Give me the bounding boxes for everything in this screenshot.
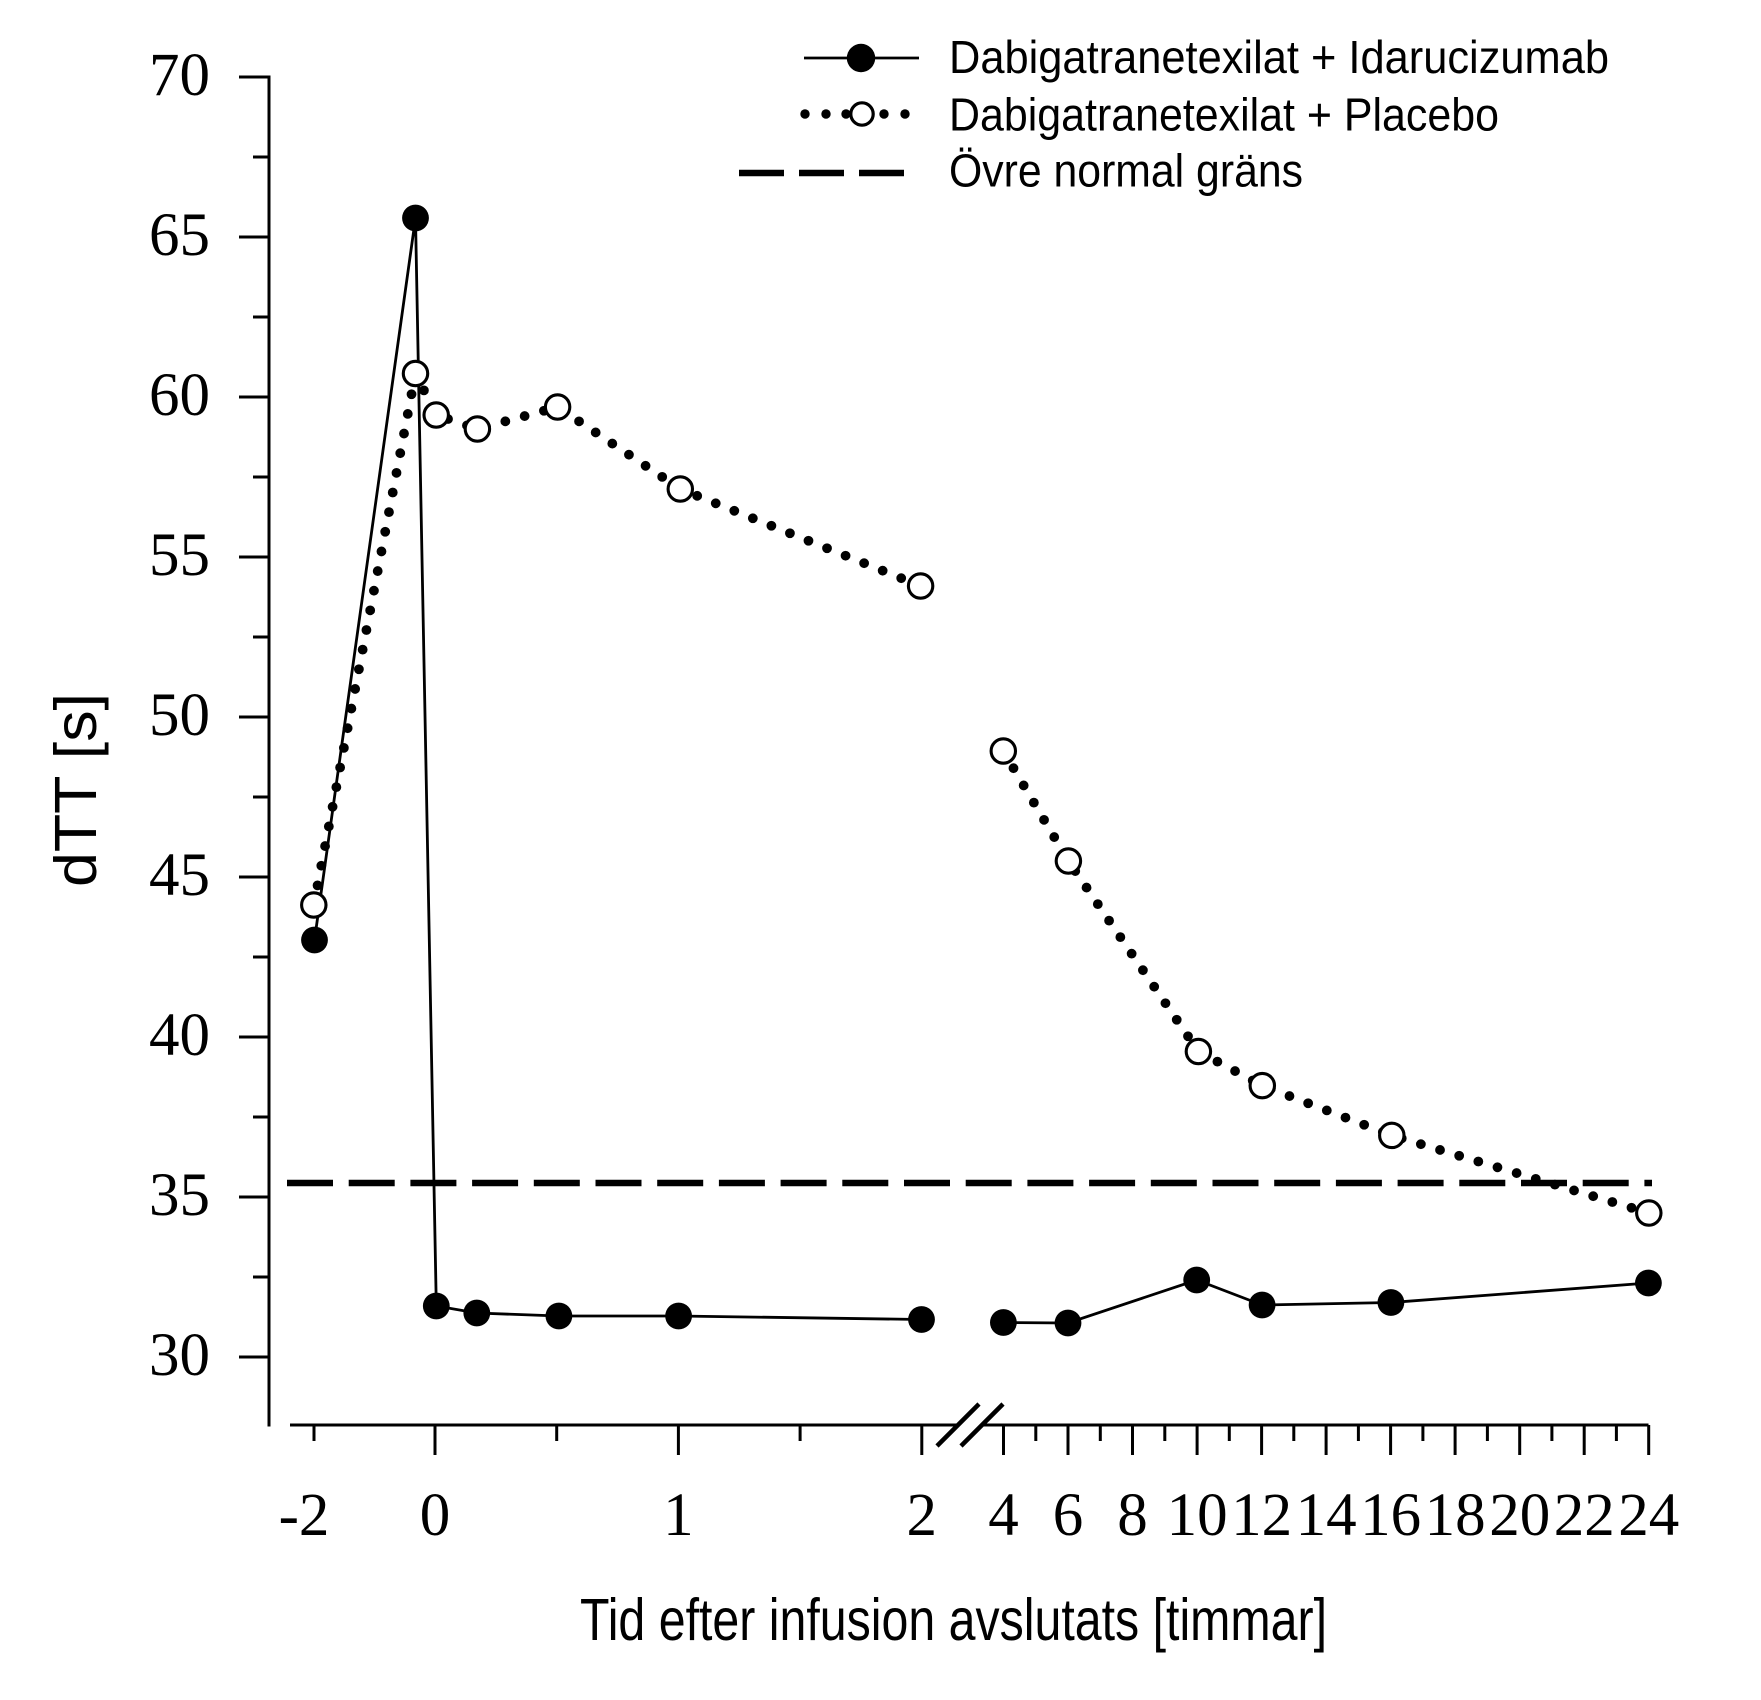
- svg-text:2: 2: [907, 1482, 938, 1549]
- svg-text:60: 60: [149, 362, 210, 429]
- svg-text:Dabigatranetexilat + Idarucizu: Dabigatranetexilat + Idarucizumab: [949, 31, 1609, 83]
- svg-text:Tid efter infusion avslutats [: Tid efter infusion avslutats [timmar]: [580, 1587, 1327, 1653]
- svg-text:55: 55: [149, 522, 210, 589]
- svg-text:18: 18: [1425, 1482, 1486, 1549]
- svg-text:30: 30: [149, 1322, 210, 1389]
- svg-text:dTT [s]: dTT [s]: [43, 693, 109, 887]
- svg-text:10: 10: [1167, 1482, 1228, 1549]
- svg-text:Dabigatranetexilat + Placebo: Dabigatranetexilat + Placebo: [949, 89, 1499, 141]
- svg-text:22: 22: [1554, 1482, 1615, 1549]
- svg-text:45: 45: [149, 842, 210, 909]
- svg-text:0: 0: [420, 1482, 451, 1549]
- svg-text:40: 40: [149, 1002, 210, 1069]
- svg-text:8: 8: [1117, 1482, 1148, 1549]
- svg-text:4: 4: [988, 1482, 1019, 1549]
- svg-text:-2: -2: [279, 1482, 330, 1549]
- svg-text:6: 6: [1053, 1482, 1084, 1549]
- svg-text:12: 12: [1231, 1482, 1292, 1549]
- svg-text:14: 14: [1296, 1482, 1357, 1549]
- svg-text:20: 20: [1489, 1482, 1550, 1549]
- svg-text:16: 16: [1360, 1482, 1421, 1549]
- svg-text:24: 24: [1618, 1482, 1679, 1549]
- svg-text:35: 35: [149, 1162, 210, 1229]
- svg-text:65: 65: [149, 202, 210, 269]
- svg-text:70: 70: [149, 42, 210, 109]
- svg-text:1: 1: [663, 1482, 694, 1549]
- svg-text:50: 50: [149, 682, 210, 749]
- svg-text:Övre normal gräns: Övre normal gräns: [949, 145, 1303, 197]
